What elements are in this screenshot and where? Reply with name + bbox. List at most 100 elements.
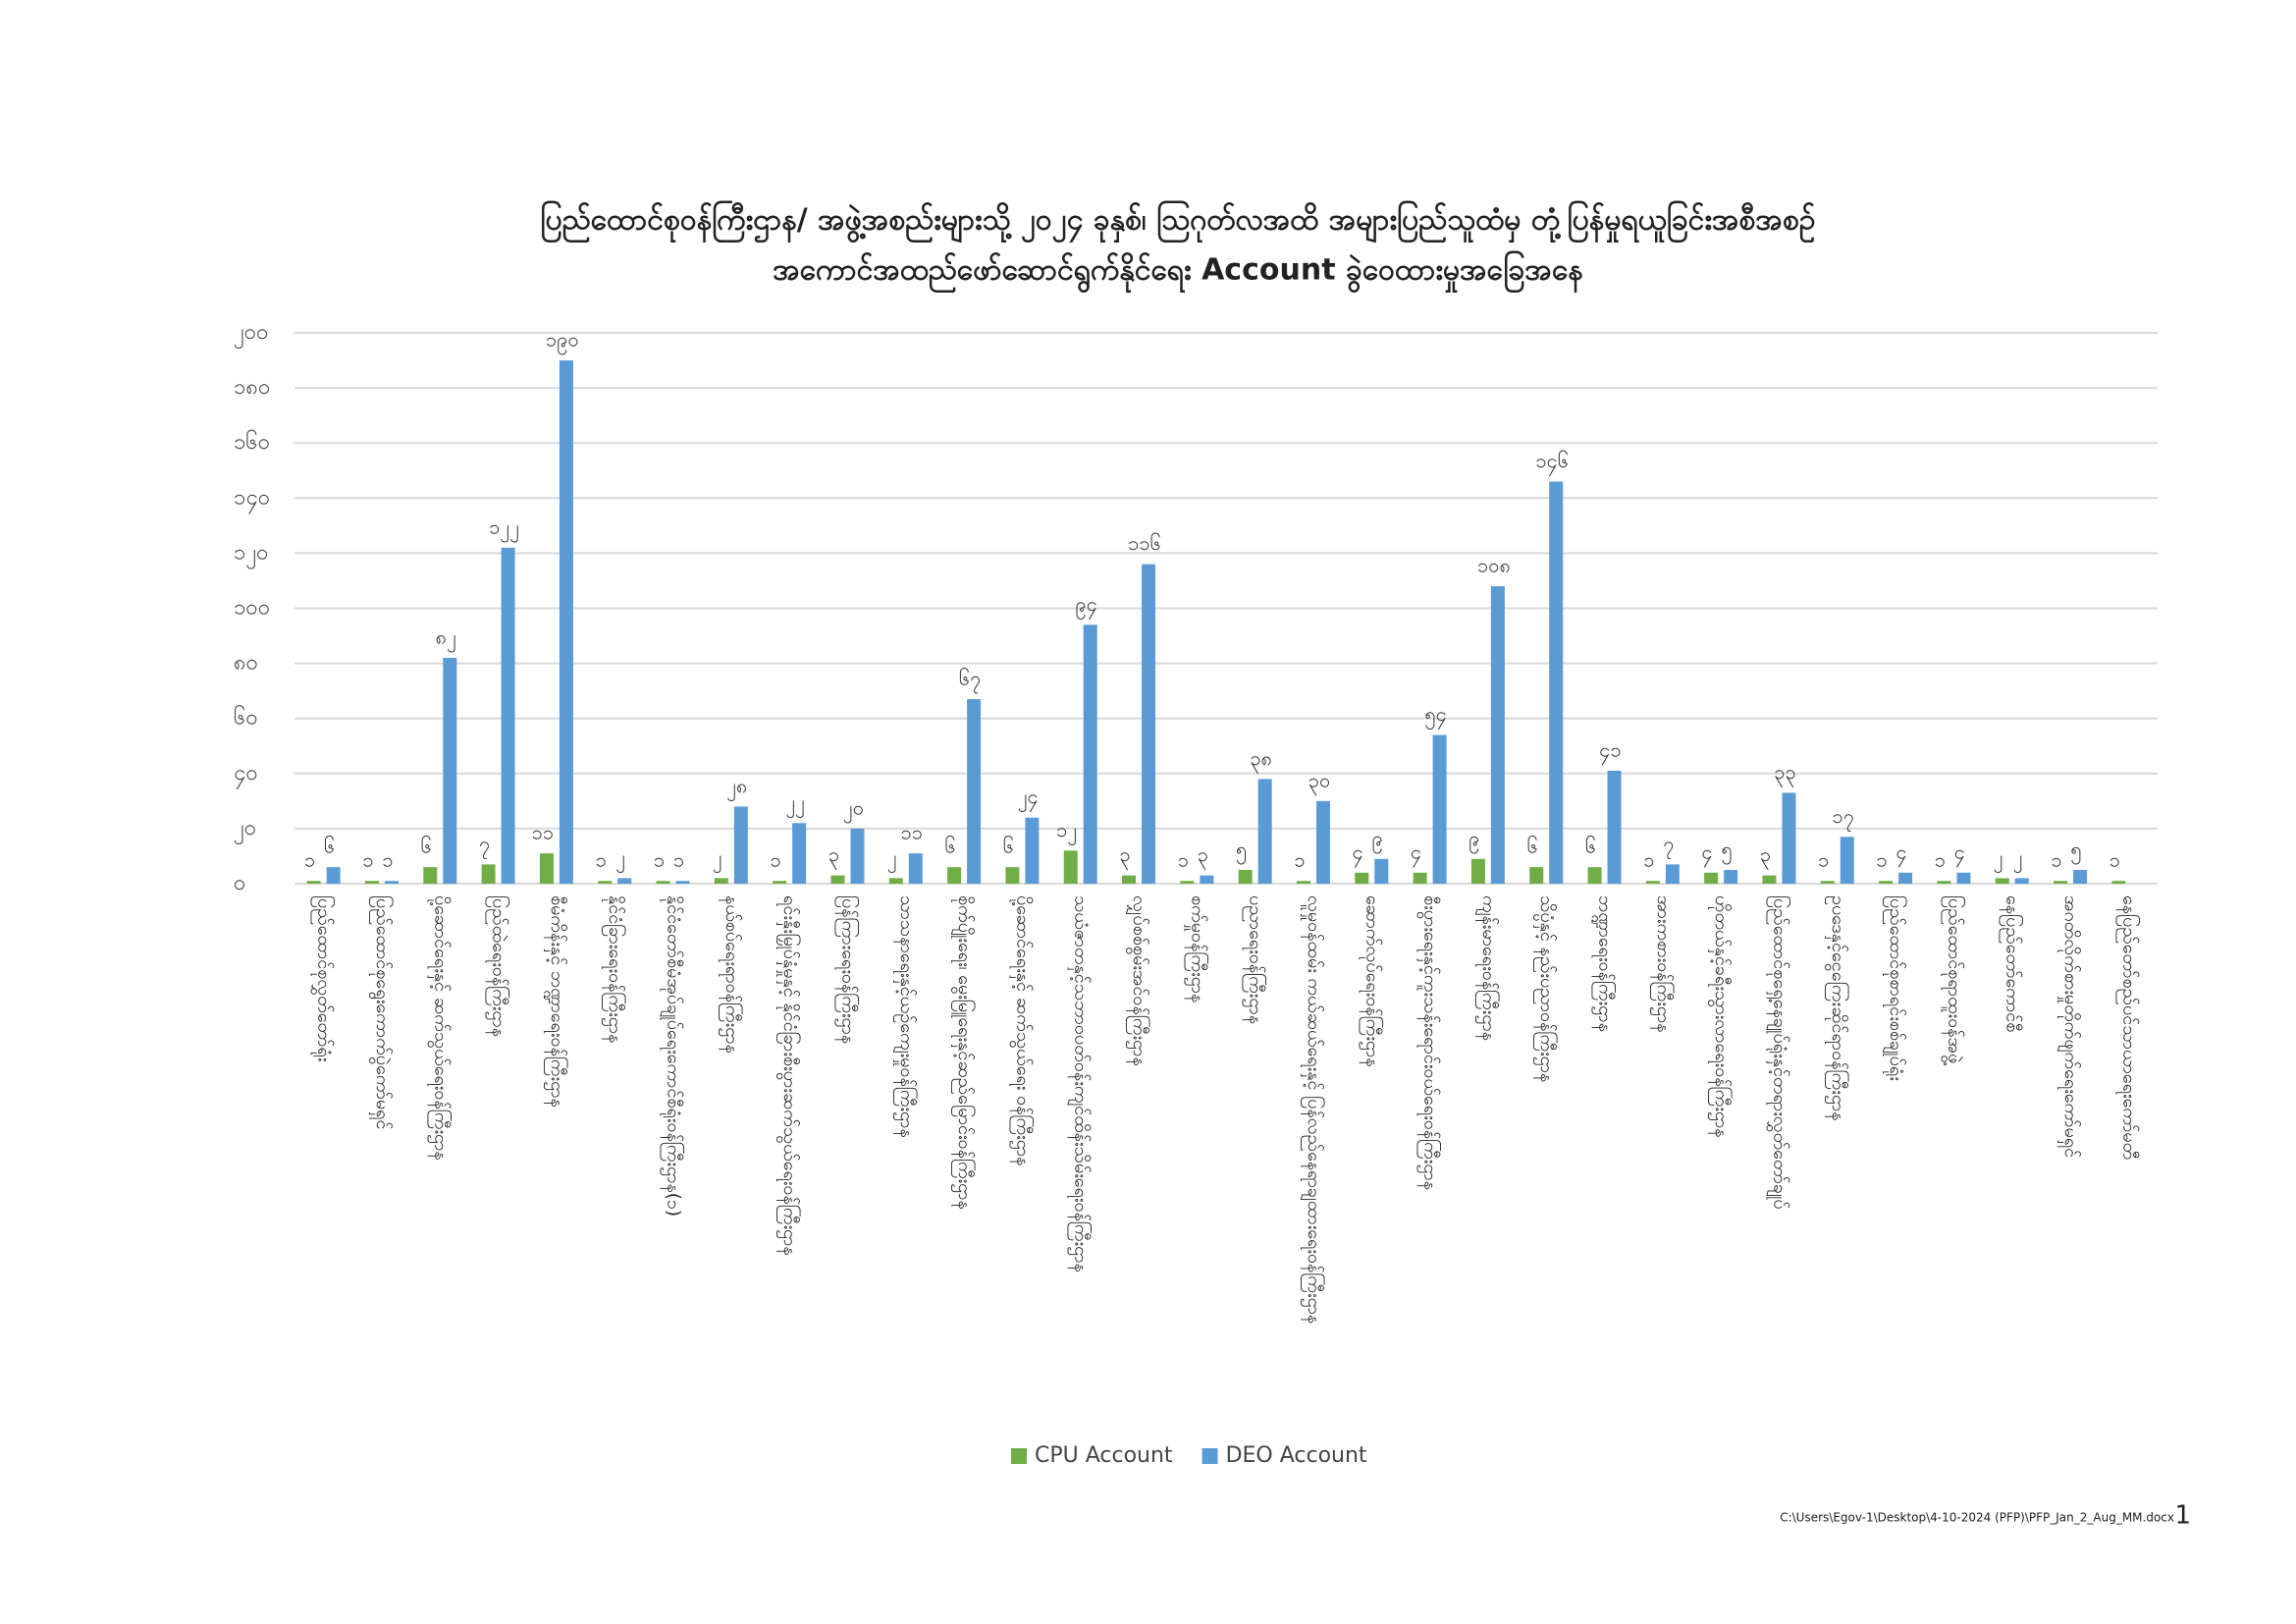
data-label: ၁ (1818, 848, 1829, 872)
legend-label: CPU Account (1035, 1443, 1173, 1468)
x-tick-label: ပညာရေးဝန်ကြီးဌာန (1243, 895, 1267, 1024)
x-tick-label: စက်မှုဝန်ကြီးဌာန (1184, 895, 1208, 1002)
x-tick-label: သယံဇာတနှင့်သဘာဝပတ်ဝန်းကျင်ထိန်းသိမ်းရေးဝ… (1068, 895, 1093, 1272)
data-label: ၂၄ (1018, 785, 1039, 812)
x-tick-label: လူမှုဝန်ထမ်း ကယ်ဆယ်ရေးနှင့် ပြန်လည်နေရာခ… (1301, 895, 1325, 1324)
data-label: ၇ (479, 832, 490, 859)
y-tick-label: ၄၀ (234, 761, 258, 789)
data-label: ၉ (1468, 826, 1479, 853)
bar (947, 867, 962, 884)
x-tick-label: နိုင်ငံခြားရေးဝန်ကြီးဌာန (602, 895, 626, 1043)
data-label: ၄ (1896, 839, 1906, 867)
bar (598, 881, 613, 884)
bar (1005, 867, 1020, 884)
bar (1200, 875, 1214, 884)
bar (1413, 872, 1427, 884)
bar (1296, 881, 1310, 884)
data-label: ၃ (1119, 842, 1130, 870)
data-label: ၁၇ (1833, 804, 1855, 832)
bar (617, 878, 632, 884)
bar (443, 657, 457, 884)
bar (675, 881, 690, 884)
bar (1549, 481, 1564, 884)
y-tick-label: ၁၈၀ (234, 375, 270, 400)
bar (1995, 878, 2009, 884)
data-label: ၁၁ (532, 821, 555, 844)
bar (1724, 869, 1738, 884)
y-tick-label: ၁၄၀ (234, 485, 270, 514)
data-label: ၄ (1353, 839, 1363, 867)
bar (656, 881, 670, 884)
data-label: ၆ (421, 835, 432, 858)
data-label: ၂ (887, 845, 897, 873)
data-label: ၁ (362, 848, 373, 872)
x-tick-label: ဥပဒေနှင့်ငွေကြေးဆိုင်ရာဝန်ကြီးဌာန (1825, 895, 1849, 1121)
x-tick-label: ဟိုတယ်နှင့်ခရီးသွားလာရေးဝန်ကြီးဌာန (1708, 895, 1733, 1138)
data-label: ၆ (1527, 835, 1538, 858)
data-label: ၃၈ (1250, 746, 1272, 774)
chart-title: ပြည်ထောင်စုဝန်ကြီးဌာန/ အဖွဲ့အစည်းများသို… (541, 200, 1816, 244)
x-tick-label: နေပြည်တော်စည်ပင်သာယာရေးကော်မတီ (2115, 895, 2140, 1160)
bar (2073, 869, 2088, 884)
y-tick-label: ၁၂၀ (234, 540, 269, 568)
data-label: ၂ (615, 845, 625, 873)
data-label: ၂ (2013, 845, 2023, 873)
data-label: ၁ (1643, 848, 1654, 872)
x-tick-label: သာသနာရေးနှင့်ယဉ်ကျေးမှုဝန်ကြီးဌာန (893, 895, 918, 1138)
bar (539, 853, 554, 884)
x-tick-label: ကျန်းမာရေးဝန်ကြီးဌာန (1475, 895, 1500, 1041)
bar (1607, 770, 1622, 884)
x-tick-label: စိုက်ပျိုးရေး၊ မွေးမြူရေးနှင့်ဆည်မြောင်း… (951, 895, 976, 1210)
data-label: ၁ (2109, 848, 2120, 872)
bar (1820, 881, 1835, 884)
bar (384, 881, 399, 884)
x-tick-label: ပြည်ထောင်စုစာရင်းစစ်ချုပ်ရုံး (1883, 895, 1907, 1081)
bar (1490, 586, 1505, 884)
bar (1840, 837, 1854, 884)
bar (1083, 624, 1097, 884)
bar (888, 878, 903, 884)
data-label: ၁၉၀ (546, 328, 579, 355)
bar (2054, 881, 2068, 884)
legend-swatch (1201, 1448, 1218, 1464)
x-tick-label: စီးပွားရေးနှင့်ကူးသန်းရောင်းဝယ်ရေးဝန်ကြီ… (1417, 895, 1442, 1190)
data-label: ၁ (1294, 848, 1305, 872)
bar (1879, 881, 1894, 884)
data-label: ၂၀ (843, 795, 864, 823)
data-label: ၆၇ (959, 667, 982, 694)
bar (1257, 779, 1272, 884)
data-label: ၁ (771, 848, 781, 872)
bar (733, 806, 748, 884)
data-label: ၆ (324, 835, 335, 858)
data-label: ၅ (1236, 837, 1247, 864)
bar (326, 867, 341, 884)
data-label: ၆ (1003, 835, 1014, 858)
data-label: ၃၀ (1308, 768, 1331, 795)
bar (1587, 867, 1602, 884)
bar (2014, 878, 2029, 884)
bar (501, 547, 515, 884)
data-label: ၁ (596, 848, 607, 872)
data-label: ၁ (673, 848, 684, 872)
x-tick-label: အဂတိလိုက်စားမှုတိုက်ဖျက်ရေးကော်မရှင် (2057, 895, 2081, 1158)
data-label: ၁ (1178, 848, 1189, 872)
x-tick-label: လျှပ်စစ်စွမ်းအင်ဝန်ကြီးဌာန (1126, 895, 1150, 1066)
bar (773, 881, 787, 884)
data-label: ၃ (1760, 842, 1771, 870)
data-label: ၄ (1411, 839, 1421, 867)
data-label: ၁၂၂ (489, 514, 519, 542)
data-label: ၁၄၆ (1535, 449, 1569, 476)
bar (1355, 872, 1369, 884)
data-label: ၃ (828, 842, 839, 870)
data-label: ၅ (1722, 837, 1733, 864)
data-label: ၉ (1372, 826, 1383, 853)
data-label: ၁ (2051, 848, 2061, 872)
bar (1025, 817, 1040, 884)
y-tick-label: ၀ (234, 871, 245, 895)
bar (1937, 881, 1951, 884)
x-tick-label: ဆောက်လုပ်ရေးဝန်ကြီးဌာန (1359, 895, 1383, 1067)
x-tick-label: နိုင်ငံတော်စီမံအုပ်ချုပ်ရေးကောင်စီရုံးဝန… (661, 895, 685, 1217)
x-tick-label: ပြည်ထောင်စုလွှတ်တော်ရုံး (311, 895, 336, 1061)
bar (1122, 875, 1137, 884)
bar (1238, 869, 1253, 884)
